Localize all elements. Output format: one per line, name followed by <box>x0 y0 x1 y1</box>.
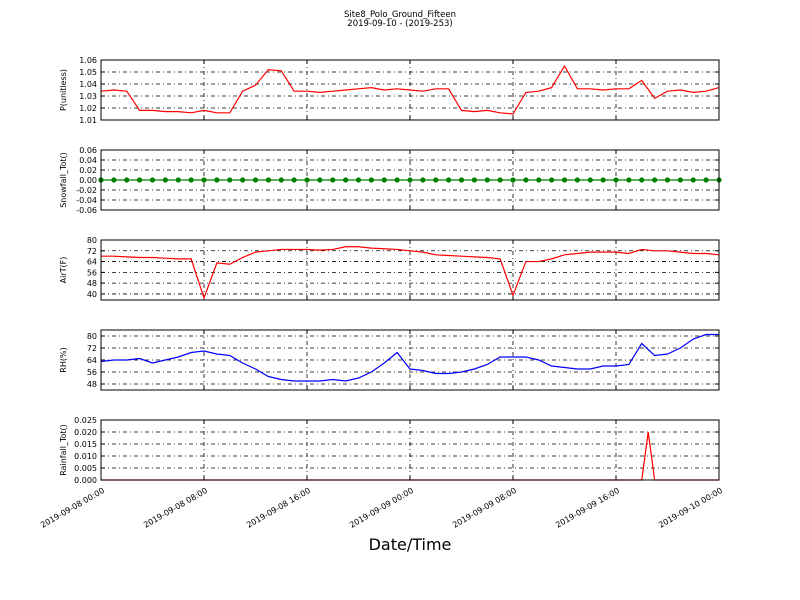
data-point <box>124 177 130 183</box>
y-tick-label: 48 <box>87 380 97 389</box>
data-point <box>690 177 696 183</box>
y-tick-label: 0.04 <box>79 156 97 165</box>
plot-frame <box>100 419 720 481</box>
data-point <box>278 177 284 183</box>
y-axis-label: AirT(F) <box>59 257 68 284</box>
y-axis-label: P(unitless) <box>59 69 68 111</box>
data-point <box>227 177 233 183</box>
y-tick-label: 0.015 <box>74 440 97 449</box>
data-point <box>664 177 671 183</box>
y-tick-label: 1.03 <box>79 92 97 101</box>
data-point <box>587 177 593 183</box>
y-tick-label: 1.02 <box>79 104 97 113</box>
data-point <box>330 177 336 183</box>
data-point <box>523 177 529 183</box>
plot-frame <box>100 239 720 301</box>
y-axis-label: RH(%) <box>59 347 68 372</box>
data-point <box>137 177 143 183</box>
y-tick-label: 48 <box>87 279 97 288</box>
data-point <box>703 177 709 183</box>
data-point <box>549 177 555 183</box>
plot-frame <box>100 149 720 211</box>
data-point <box>433 177 439 183</box>
data-point <box>574 177 580 183</box>
data-point <box>458 177 465 183</box>
y-tick-label: 40 <box>87 290 97 299</box>
plot-frame <box>100 59 720 121</box>
data-point <box>471 177 477 183</box>
data-line <box>101 246 720 300</box>
plot-frame <box>100 329 720 391</box>
y-tick-label: -0.06 <box>76 206 97 215</box>
data-point <box>149 177 156 183</box>
y-tick-label: 0.020 <box>74 428 97 437</box>
y-tick-label: 0.00 <box>79 176 97 185</box>
y-tick-label: 0.025 <box>74 416 97 425</box>
data-point <box>188 177 194 183</box>
y-tick-label: 80 <box>87 332 97 341</box>
y-tick-label: 56 <box>87 368 97 377</box>
data-point <box>497 177 503 183</box>
y-tick-label: 0.000 <box>74 476 97 485</box>
y-tick-label: 1.05 <box>79 68 97 77</box>
data-point <box>201 177 207 183</box>
data-point <box>111 177 117 183</box>
data-point <box>600 177 606 183</box>
y-tick-label: 0.010 <box>74 452 97 461</box>
data-line <box>100 333 719 382</box>
data-point <box>626 177 632 183</box>
y-tick-label: 56 <box>87 268 97 277</box>
data-point <box>291 177 297 183</box>
data-point <box>355 177 362 183</box>
data-point <box>510 177 516 183</box>
data-point <box>317 177 323 183</box>
y-tick-label: 64 <box>87 258 97 267</box>
data-point <box>265 177 271 183</box>
data-point <box>175 177 181 183</box>
data-point <box>381 177 387 183</box>
data-point <box>677 177 683 183</box>
data-point <box>652 177 658 183</box>
data-point <box>561 177 568 183</box>
y-tick-label: 1.06 <box>79 56 97 65</box>
data-point <box>536 177 542 183</box>
data-point <box>240 177 246 183</box>
chart-subtitle: 2019-09-10 - (2019-253) <box>347 19 452 29</box>
data-point <box>252 177 259 183</box>
y-tick-label: 0.06 <box>79 146 97 155</box>
data-point <box>420 177 426 183</box>
data-point <box>639 177 645 183</box>
data-point <box>613 177 619 183</box>
data-point <box>446 177 452 183</box>
x-axis-label: Date/Time <box>369 535 452 554</box>
y-tick-label: 72 <box>87 247 97 256</box>
data-point <box>304 177 310 183</box>
y-tick-label: -0.02 <box>76 186 97 195</box>
data-point <box>214 177 220 183</box>
data-point <box>407 177 413 183</box>
data-point <box>343 177 349 183</box>
data-point <box>368 177 374 183</box>
y-tick-label: 0.02 <box>79 166 97 175</box>
y-axis-label: Snowfall_Tot() <box>59 152 68 208</box>
y-tick-label: 80 <box>87 236 97 245</box>
data-point <box>484 177 490 183</box>
y-tick-label: 64 <box>87 356 97 365</box>
chart-title: Site8_Polo_Ground_Fifteen <box>344 10 456 20</box>
y-tick-label: 72 <box>87 344 97 353</box>
data-point <box>394 177 400 183</box>
data-line <box>100 64 720 115</box>
y-axis-label: Rainfall_Tot() <box>59 424 68 476</box>
y-tick-label: -0.04 <box>76 196 97 205</box>
y-tick-label: 0.005 <box>74 464 97 473</box>
y-tick-label: 1.01 <box>79 116 97 125</box>
data-point <box>162 177 168 183</box>
y-tick-label: 1.04 <box>79 80 97 89</box>
